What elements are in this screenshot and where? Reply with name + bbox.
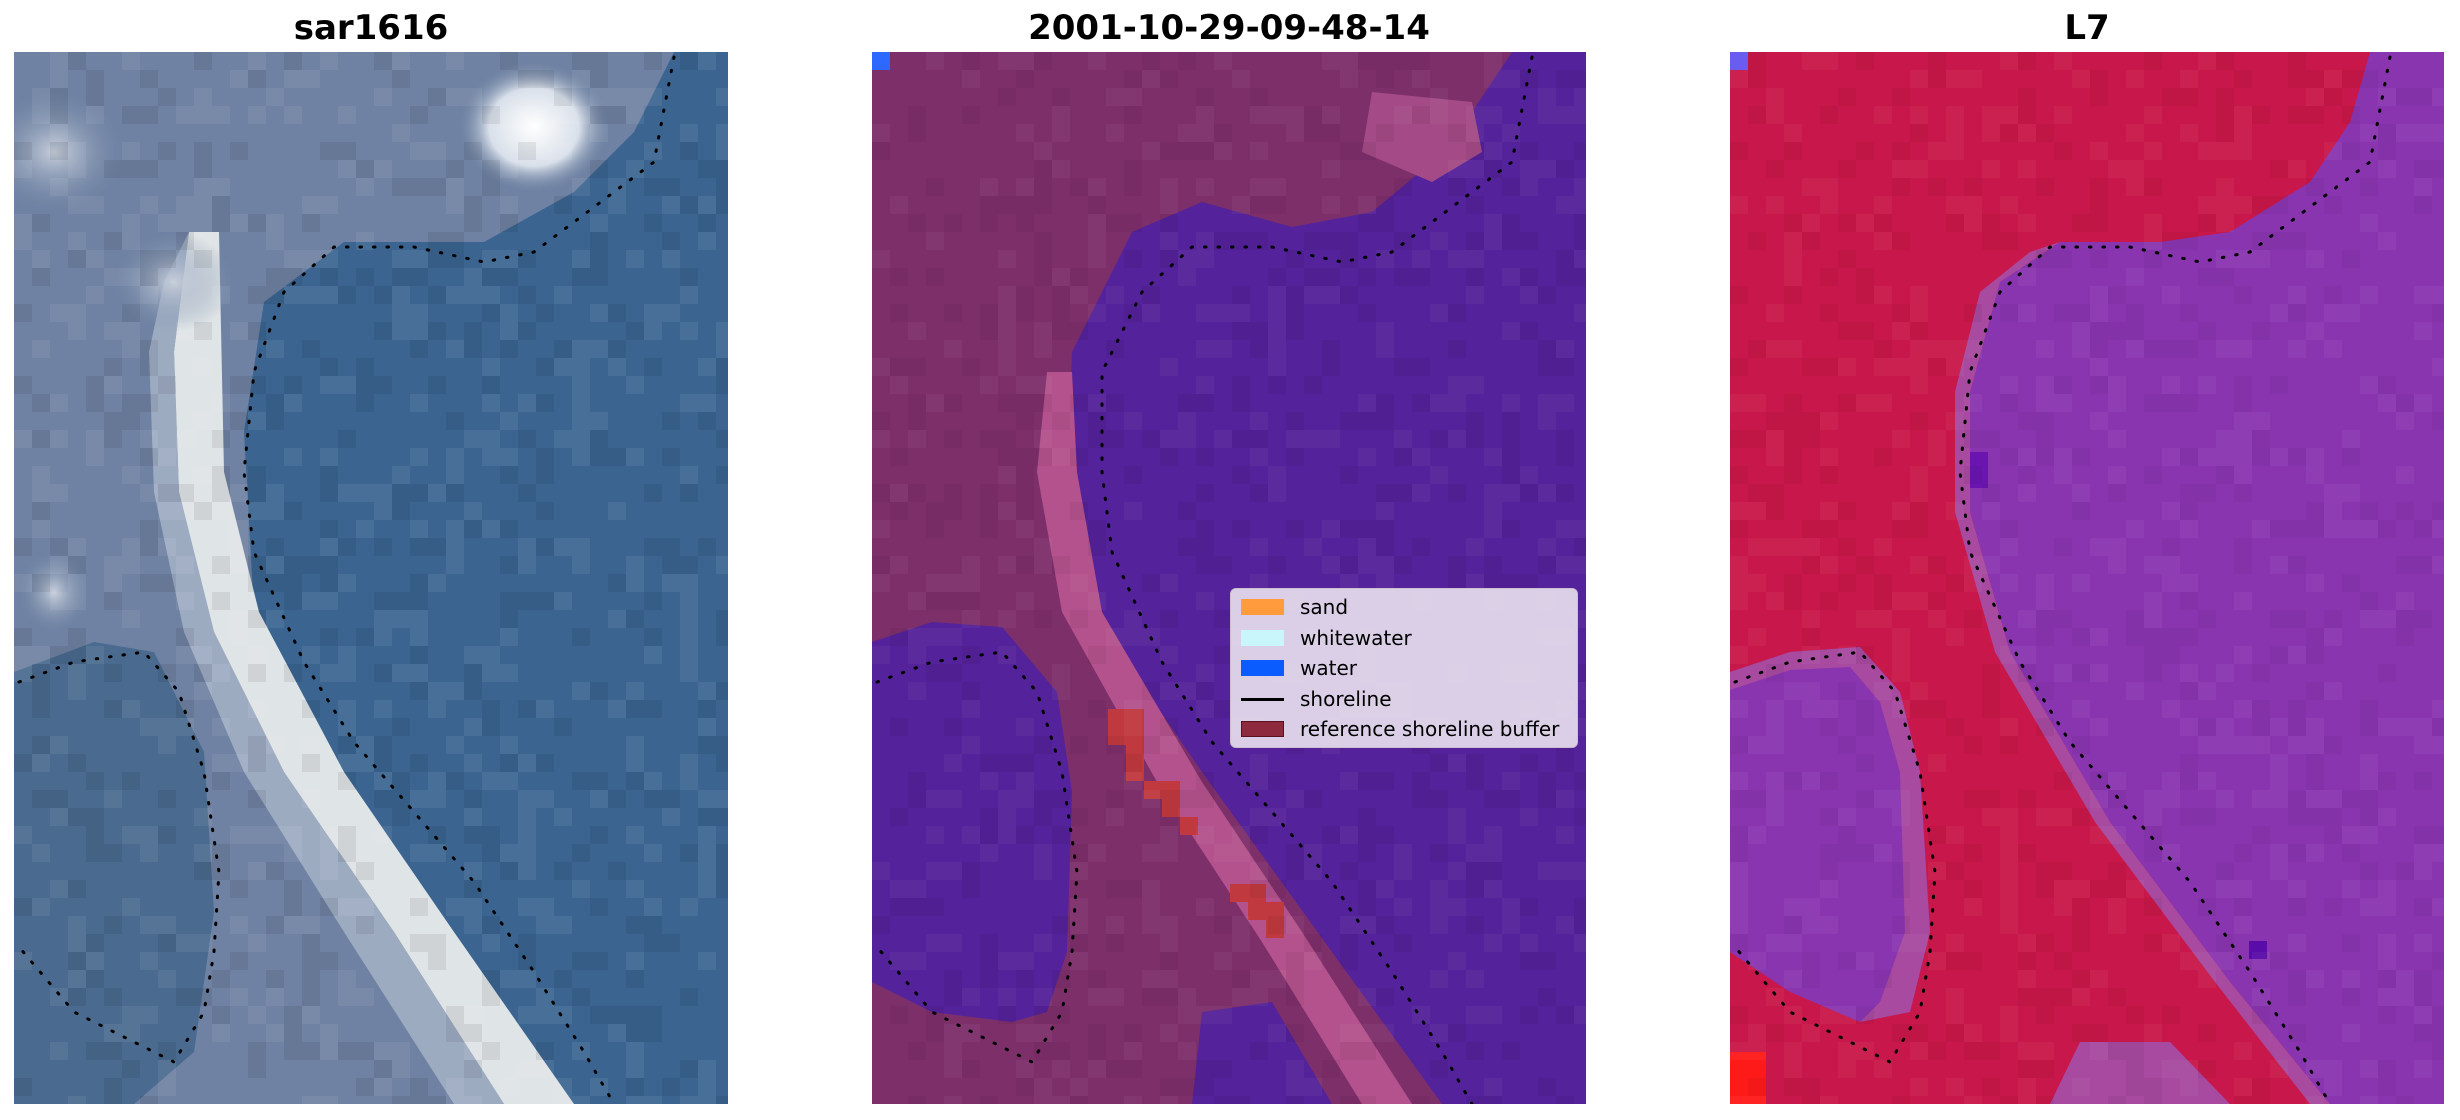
- dark-pixel: [1970, 452, 1988, 488]
- transition-index-sw: [1730, 647, 1930, 1022]
- water-area: [244, 52, 728, 1104]
- legend-item-shoreline: shoreline: [1241, 685, 1392, 713]
- haze-patch: [14, 92, 124, 212]
- legend-label: whitewater: [1300, 626, 1412, 650]
- legend-item-buffer: reference shoreline buffer: [1241, 715, 1559, 743]
- panel-title-date: 2001-10-29-09-48-14: [1028, 8, 1430, 48]
- legend-label: sand: [1300, 595, 1349, 619]
- haze-patch: [114, 232, 234, 332]
- pixel-texture: [1730, 52, 2444, 1104]
- panel-title-l7: L7: [2064, 8, 2110, 48]
- shoreline-dots-sw: [875, 650, 1079, 1064]
- shoreline-dots-sw: [1733, 650, 1937, 1064]
- shoreline-line-swatch: [1241, 697, 1284, 701]
- legend-label: shoreline: [1300, 687, 1392, 711]
- index-image-panel: [1730, 52, 2444, 1104]
- water-class: [1067, 52, 1586, 1104]
- sand-class-top: [1362, 92, 1482, 182]
- bright-pixel: [1730, 1052, 1766, 1104]
- classification-panel: [872, 52, 1586, 1104]
- buffer-swatch: [1241, 721, 1284, 737]
- rgb-image-panel: [14, 52, 728, 1104]
- panel-title-sar1616: sar1616: [293, 8, 449, 48]
- shoreline-dots-sw: [17, 650, 221, 1064]
- lower-land-purple: [2050, 1042, 2230, 1104]
- legend-item-whitewater: whitewater: [1241, 624, 1412, 652]
- water-area-sw: [14, 642, 214, 1104]
- bright-cloud: [459, 62, 609, 192]
- legend: sand whitewater water shoreline referenc…: [1230, 588, 1578, 748]
- haze-patch: [19, 552, 89, 632]
- legend-label: reference shoreline buffer: [1300, 717, 1560, 741]
- whitewater-swatch: [1241, 630, 1284, 646]
- water-index: [1970, 52, 2444, 1104]
- corner-pixel: [872, 52, 890, 70]
- corner-pixel: [1730, 52, 1748, 70]
- legend-label: water: [1300, 656, 1357, 680]
- pixel-texture: [14, 52, 728, 1104]
- sand-spit-edge: [149, 232, 504, 1104]
- legend-item-sand: sand: [1241, 593, 1348, 621]
- legend-item-water: water: [1241, 654, 1357, 682]
- shoreline-dots: [1958, 55, 2392, 1104]
- water-index-sw: [1730, 647, 1930, 1022]
- dark-pixel: [2249, 941, 2267, 959]
- water-swatch: [1241, 660, 1284, 676]
- pixel-texture: [872, 52, 1586, 1104]
- shoreline-dots: [242, 55, 676, 1104]
- sand-class: [1037, 372, 1412, 1104]
- water-class-sw: [872, 622, 1072, 1022]
- shoreline-dots: [1100, 55, 1534, 1104]
- water-class-bottom: [1192, 1002, 1332, 1104]
- sand-swatch: [1241, 599, 1284, 615]
- reference-shoreline-buffer: [1108, 709, 1284, 938]
